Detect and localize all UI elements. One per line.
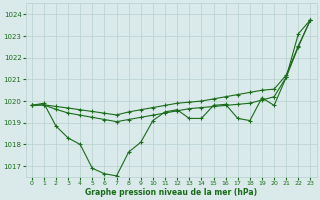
X-axis label: Graphe pression niveau de la mer (hPa): Graphe pression niveau de la mer (hPa): [85, 188, 257, 197]
